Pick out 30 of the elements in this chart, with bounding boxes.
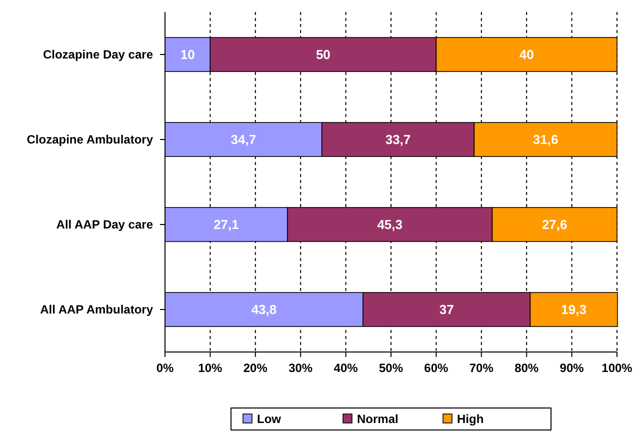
data-label: 34,7 — [230, 132, 256, 148]
data-label: 31,6 — [532, 132, 558, 148]
data-label: 19,3 — [561, 302, 586, 318]
data-label: 33,7 — [385, 132, 411, 148]
x-tick-label: 80% — [514, 361, 539, 375]
y-tick-label: All AAP Day care — [56, 218, 154, 232]
x-tick-label: 10% — [198, 361, 223, 375]
x-tick-label: 50% — [378, 361, 404, 375]
data-label: 40 — [519, 47, 534, 62]
y-tick-label: Clozapine Day care — [42, 48, 154, 62]
data-label: 27,1 — [214, 217, 239, 232]
data-label: 50 — [316, 47, 330, 62]
data-label: 27,6 — [542, 217, 568, 232]
data-label: 45,3 — [377, 217, 403, 232]
x-tick-label: 70% — [469, 361, 494, 375]
x-tick-label: 60% — [424, 361, 449, 375]
x-tick-label: 100% — [602, 361, 633, 375]
y-tick-label: Clozapine Ambulatory — [26, 132, 154, 147]
legend-label: High — [457, 412, 484, 426]
x-tick-label: 40% — [334, 361, 358, 375]
x-tick-label: 30% — [288, 361, 313, 375]
x-tick-label: 0% — [156, 361, 174, 375]
data-label: 37 — [439, 302, 454, 318]
y-tick-label: All AAP Ambulatory — [40, 302, 154, 317]
legend-label: Low — [257, 412, 282, 426]
data-label: 10 — [180, 47, 195, 62]
data-label: 43,8 — [251, 302, 277, 318]
legend-label: Normal — [357, 412, 398, 426]
x-tick-label: 20% — [243, 361, 268, 375]
x-tick-label: 90% — [560, 361, 584, 375]
